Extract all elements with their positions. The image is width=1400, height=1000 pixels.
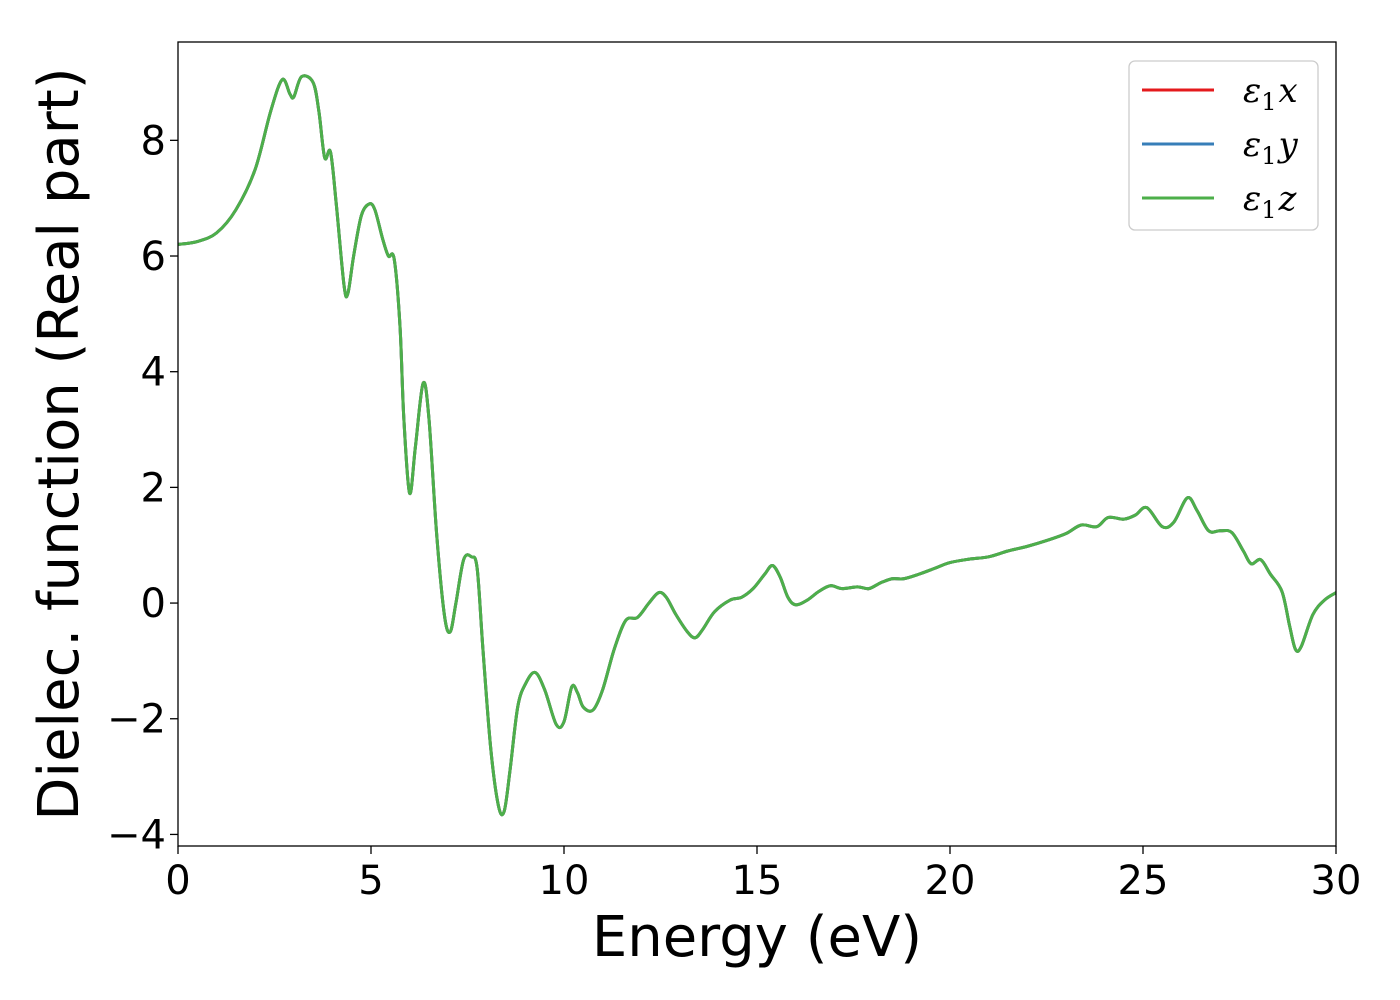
y-tick-label: 0 bbox=[141, 581, 166, 627]
x-tick-label: 0 bbox=[165, 858, 190, 904]
y-tick-label: −4 bbox=[107, 812, 166, 858]
series-line-z bbox=[178, 74, 1336, 817]
x-tick-label: 5 bbox=[358, 858, 383, 904]
x-axis-label: Energy (eV) bbox=[592, 905, 922, 970]
y-tick-label: 6 bbox=[141, 234, 166, 280]
y-tick-label: 2 bbox=[141, 465, 166, 511]
x-tick-label: 15 bbox=[732, 858, 783, 904]
x-tick-label: 30 bbox=[1311, 858, 1362, 904]
legend: ε1x ε1y ε1z bbox=[1128, 60, 1319, 231]
legend-box bbox=[1128, 60, 1319, 231]
y-tick-label: 4 bbox=[141, 350, 166, 396]
x-tick-label: 20 bbox=[925, 858, 976, 904]
x-tick-label: 25 bbox=[1118, 858, 1169, 904]
legend-label: ε1z bbox=[1243, 179, 1298, 224]
x-axis: 0 5 10 15 20 25 30 bbox=[165, 846, 1361, 904]
y-axis: −4 −2 0 2 4 6 8 bbox=[107, 118, 178, 858]
y-axis-label: Dielec. function (Real part) bbox=[27, 67, 92, 820]
legend-label: ε1y bbox=[1243, 125, 1299, 170]
legend-label: ε1x bbox=[1243, 71, 1298, 116]
x-tick-label: 10 bbox=[539, 858, 590, 904]
series-layer bbox=[178, 74, 1336, 817]
y-tick-label: −2 bbox=[107, 697, 166, 743]
y-tick-label: 8 bbox=[141, 118, 166, 164]
